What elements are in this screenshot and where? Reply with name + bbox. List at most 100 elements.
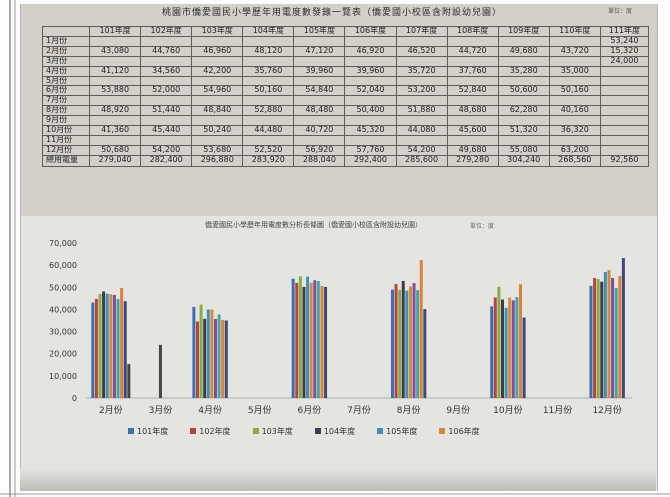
bar: [596, 279, 600, 398]
bar: [298, 276, 302, 398]
table-row: 12月份 50,680 54,200 53,680 52,520 56,920 57,760…: [41, 144, 650, 156]
y-tick-label: 0: [72, 394, 77, 403]
bar: [600, 281, 604, 398]
legend-swatch: [190, 428, 197, 434]
legend-label: 106年度: [448, 426, 480, 436]
table-cell: 279,040: [89, 154, 142, 167]
bar: [320, 285, 324, 398]
bar: [497, 286, 501, 398]
x-tick-label: 7月份: [347, 404, 371, 416]
legend-item: 105年度: [377, 425, 417, 437]
x-tick-label: 9月份: [446, 404, 470, 416]
bar: [102, 291, 106, 398]
bar: [490, 306, 494, 398]
y-tick-label: 50,000: [49, 283, 77, 292]
bar: [105, 293, 109, 398]
y-tick-label: 20,000: [49, 350, 77, 359]
x-tick-label: 2月份: [99, 404, 123, 416]
bar: [94, 298, 98, 398]
legend-item: 101年度: [128, 425, 168, 437]
bar: [390, 289, 394, 398]
bar: [618, 276, 622, 398]
bar: [324, 286, 328, 398]
bar: [217, 314, 221, 398]
bar: [593, 277, 597, 398]
bar: [206, 309, 210, 398]
legend-label: 105年度: [386, 426, 418, 436]
bar: [221, 319, 225, 398]
bar: [398, 289, 402, 398]
legend-label: 103年度: [261, 426, 293, 436]
legend-swatch: [128, 428, 134, 434]
x-tick-label: 6月份: [297, 404, 321, 416]
bar: [401, 280, 405, 398]
bar: [120, 287, 124, 398]
y-tick-label: 40,000: [49, 305, 77, 314]
bar: [614, 287, 618, 398]
chart-unit: 單位：度: [470, 223, 495, 230]
bar: [419, 260, 423, 398]
table-title: 桃園市僑愛國民小學歷年用電度數發錄一覽表（僑愛國小校區含附設幼兒園）: [161, 8, 502, 18]
bar: [109, 294, 113, 398]
bar: [116, 298, 120, 398]
bar: [412, 283, 416, 398]
table-row: 總用電量 279,040 282,400 296,880 283,920 288,040 2…: [41, 154, 650, 167]
legend-label: 102年度: [199, 426, 231, 436]
bar: [508, 297, 512, 398]
bar: [224, 320, 228, 398]
bar: [519, 284, 523, 398]
x-tick-label: 11月份: [543, 404, 572, 416]
legend-item: 104年度: [314, 425, 355, 437]
legend-swatch: [439, 428, 446, 434]
bar: [316, 281, 320, 398]
electricity-table: 101年度 102年度 103年度 104年度 105年度 106年度 107年度 108年度…: [41, 26, 650, 167]
bar: [306, 276, 310, 398]
bar: [408, 286, 412, 398]
table-row: 6月份 53,880 52,000 54,960 50,160 54,840 52,040 5…: [41, 85, 650, 97]
legend-item: 106年度: [439, 425, 480, 437]
chart-title: 僑愛國民小學歷年用電度數分析長條圖（僑愛國小校區含附設幼兒園）: [205, 221, 422, 229]
y-tick-label: 30,000: [49, 328, 77, 337]
bar: [493, 297, 497, 398]
bar: [192, 306, 196, 398]
bar: [394, 284, 398, 398]
bar: [416, 290, 420, 398]
bar: [195, 321, 199, 398]
paper-bottom-shade: [20, 468, 656, 491]
bar: [309, 282, 313, 398]
bar: [210, 309, 214, 398]
bar: [511, 300, 515, 398]
bar: [504, 307, 508, 398]
bar: [127, 364, 131, 398]
bar: [405, 290, 409, 398]
bar: [302, 286, 306, 398]
bar: [501, 299, 505, 398]
x-tick-label: 3月份: [149, 404, 173, 416]
y-tick-label: 10,000: [49, 372, 77, 381]
legend-item: 103年度: [252, 425, 293, 437]
table-cell: 279,280: [446, 154, 499, 167]
bar: [603, 271, 607, 398]
legend-swatch: [252, 428, 259, 434]
bar: [123, 301, 127, 398]
x-tick-label: 8月份: [397, 404, 421, 416]
bar: [522, 317, 526, 398]
bar: [213, 318, 217, 398]
table-cell: 92,560: [599, 154, 650, 167]
bar: [158, 344, 162, 398]
table-unit: 單位：度: [607, 8, 632, 15]
bar: [291, 278, 295, 398]
bar: [621, 258, 625, 398]
bar: [112, 294, 116, 398]
x-tick-label: 12月份: [592, 404, 621, 416]
bar: [313, 280, 317, 398]
bar: [515, 297, 519, 398]
legend-item: 102年度: [190, 425, 231, 437]
table-body: 1月份 53,240 2月份 43,080 44,760 46,960 48,120 47,1…: [41, 35, 650, 167]
bar: [423, 309, 427, 398]
x-tick-label: 4月份: [198, 404, 222, 416]
bar: [607, 270, 611, 398]
x-tick-label: 10月份: [493, 404, 522, 416]
electricity-table-section: 桃園市僑愛國民小學歷年用電度數發錄一覽表（僑愛國小校區含附設幼兒園） 單位：度 …: [22, 4, 650, 210]
